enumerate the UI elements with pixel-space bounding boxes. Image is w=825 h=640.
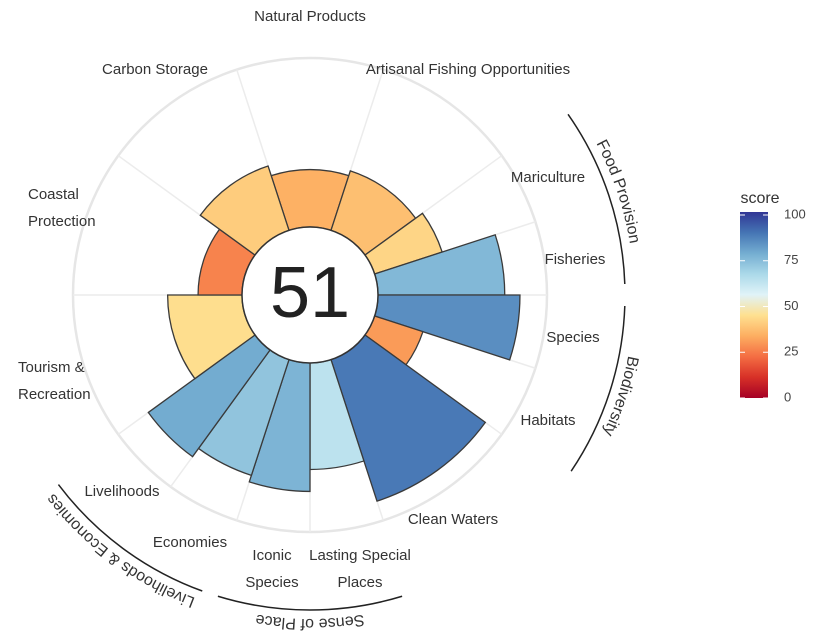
center-circle — [241, 226, 379, 364]
group-arc — [570, 305, 626, 472]
goal-label: Recreation — [18, 386, 91, 403]
goal-label: Economies — [153, 534, 227, 551]
colorbar-tick-label: 100 — [784, 206, 806, 221]
goal-label: Species — [245, 574, 298, 591]
colorbar-title: score — [740, 190, 779, 207]
goal-label: Carbon Storage — [102, 61, 208, 78]
group-label-path: Sense of Place — [254, 611, 365, 632]
goal-label: Coastal — [28, 186, 79, 203]
goal-label: Places — [337, 574, 382, 591]
labels: Natural Products Artisanal Fishing Opport… — [18, 8, 605, 591]
colorbar — [740, 212, 768, 398]
group-arc — [217, 595, 403, 611]
center-score: 51 — [270, 253, 350, 333]
goal-label: Tourism & — [18, 359, 85, 376]
group-arc — [567, 113, 626, 285]
petals — [147, 165, 521, 502]
goal-label: Livelihoods — [84, 483, 159, 500]
goal-label: Habitats — [520, 412, 575, 429]
goal-label: Iconic — [252, 547, 292, 564]
goal-label: Lasting Special — [309, 547, 411, 564]
group-label-path: Biodiversity — [599, 355, 641, 439]
colorbar-tick-label: 75 — [784, 252, 798, 267]
group-label: Sense of Place — [254, 611, 365, 632]
group-label: Biodiversity — [599, 355, 641, 439]
goal-label: Species — [546, 329, 599, 346]
colorbar-ticks: 0 25 50 75 100 — [740, 206, 806, 404]
group-arc — [57, 484, 203, 592]
colorbar-tick-label: 0 — [784, 389, 791, 404]
goal-label: Artisanal Fishing Opportunities — [366, 61, 570, 78]
goal-label: Mariculture — [511, 169, 585, 186]
colorbar-tick-label: 50 — [784, 298, 798, 313]
colorbar-tick-label: 25 — [784, 344, 798, 359]
goal-label: Natural Products — [254, 8, 366, 25]
goal-label: Clean Waters — [408, 511, 498, 528]
goal-label: Fisheries — [545, 251, 606, 268]
goal-label: Protection — [28, 213, 96, 230]
